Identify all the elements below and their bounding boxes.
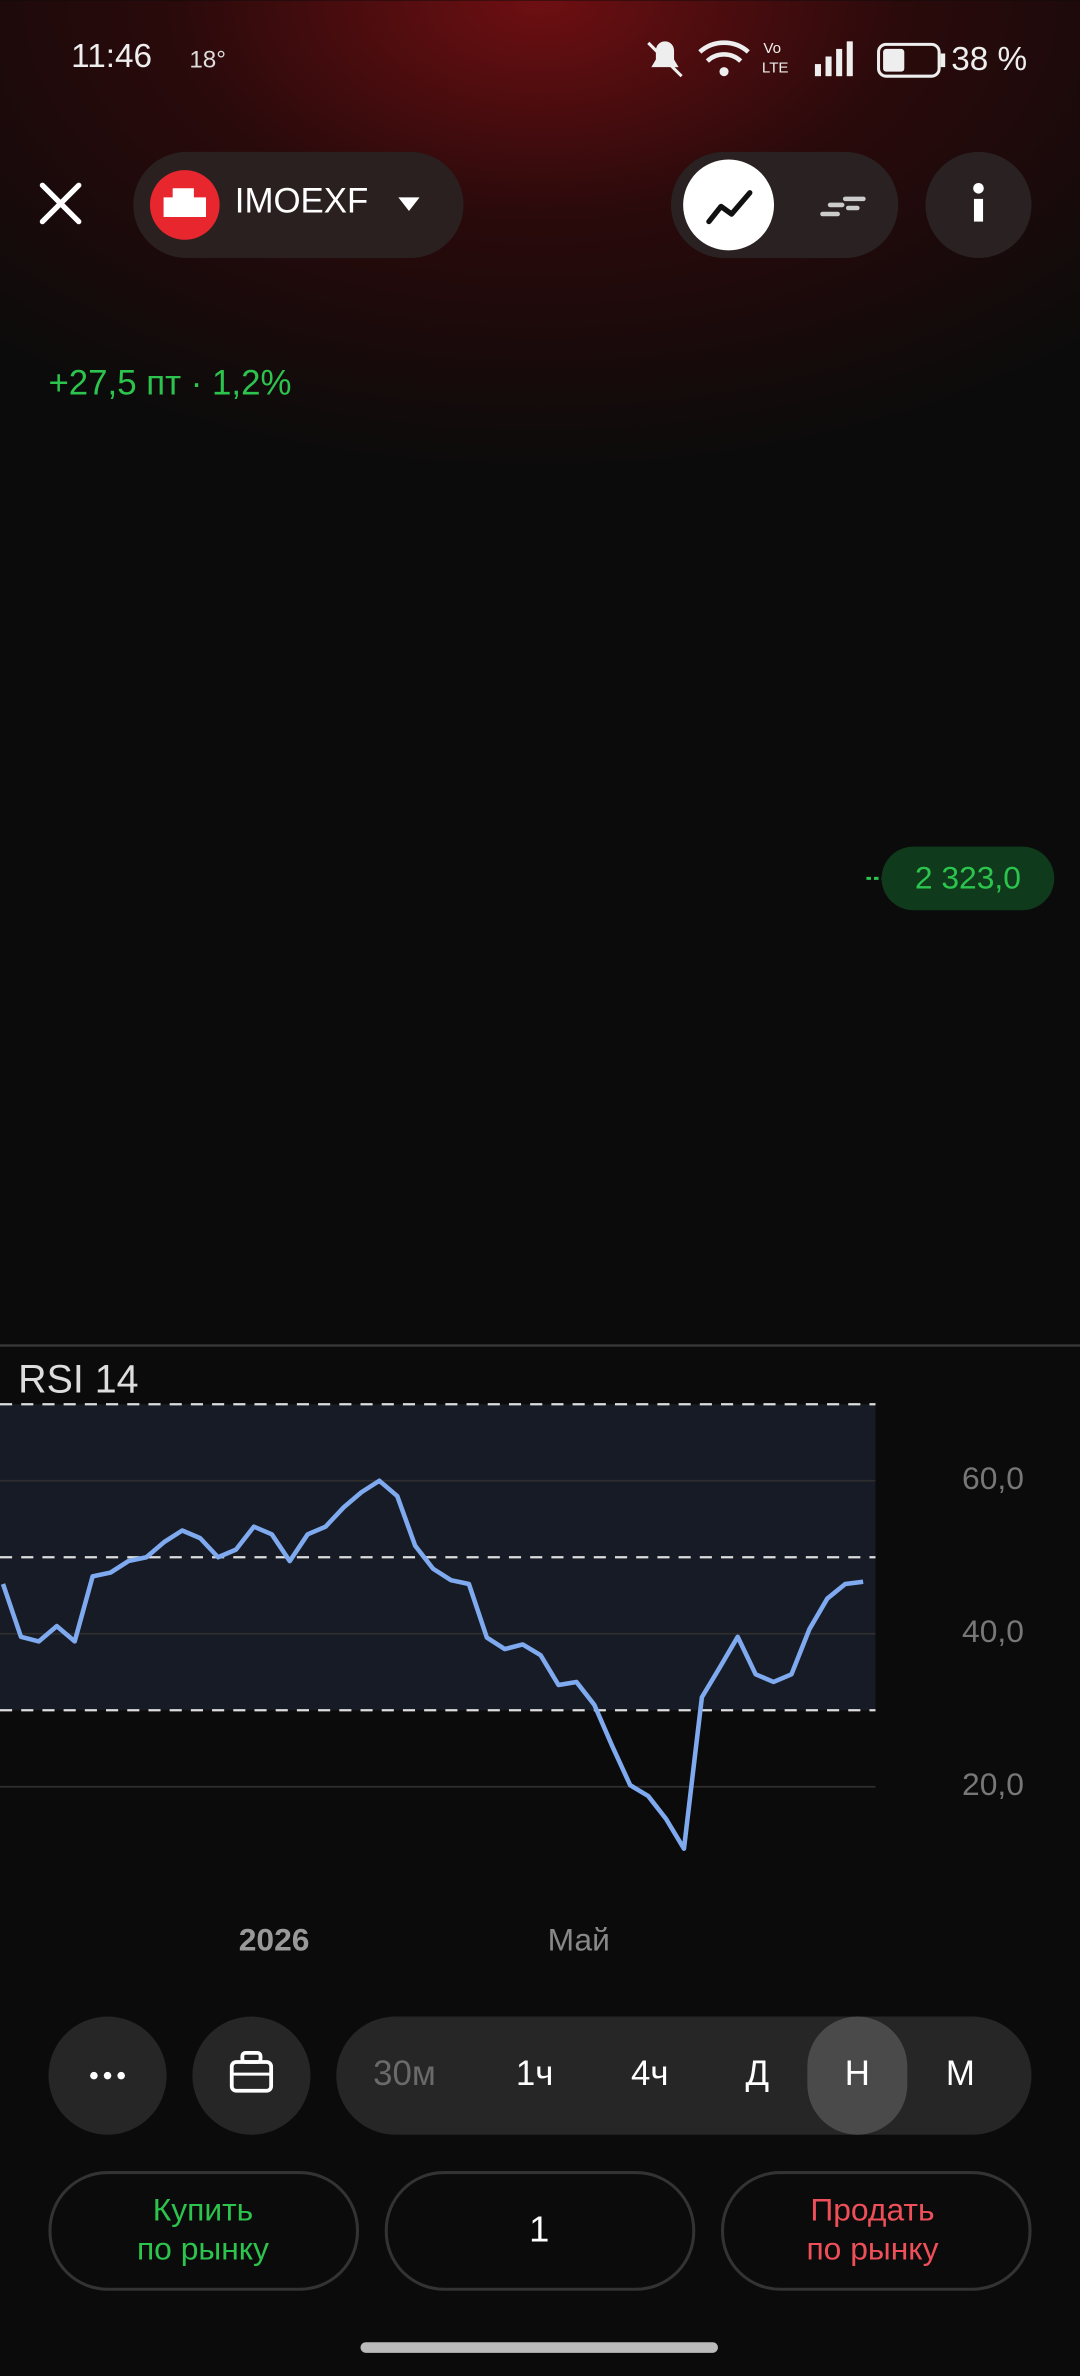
price-tag bbox=[881, 846, 1055, 911]
sell-label: по рынку bbox=[806, 2231, 938, 2267]
info-button[interactable] bbox=[925, 151, 1032, 258]
buy-label: Купить bbox=[153, 2191, 254, 2227]
sell-button[interactable]: Продать по рынку bbox=[721, 2171, 1032, 2291]
timeframe-option[interactable]: Д bbox=[746, 2054, 770, 2093]
x-labels: 2026МайС bbox=[239, 1922, 610, 1958]
ticker-name: IMOEXF bbox=[235, 182, 369, 221]
ticker-selector[interactable]: IMOEXF bbox=[133, 151, 464, 258]
x-tick-label: Май bbox=[548, 1922, 610, 1958]
ticker-logo-mark bbox=[163, 188, 207, 218]
timeframe-option[interactable]: 4ч bbox=[631, 2054, 669, 2093]
rsi-panel bbox=[0, 1403, 876, 1851]
dropdown-arrow bbox=[398, 197, 420, 212]
line-chart-button[interactable] bbox=[683, 159, 775, 251]
timeframe-selector: 30м 1ч 4ч Д Н М bbox=[373, 2016, 975, 2135]
axes: 2026МайС60,040,020,02 323,0 bbox=[239, 846, 1055, 1958]
timeframe-option[interactable]: 1ч bbox=[516, 2054, 554, 2093]
price-tag-label: 2 323,0 bbox=[915, 859, 1021, 895]
timeframe-bar bbox=[336, 2016, 1032, 2135]
more-button[interactable] bbox=[48, 2016, 167, 2135]
timeframe-option[interactable]: М bbox=[946, 2054, 975, 2093]
buy-button[interactable]: Купить по рынку bbox=[48, 2171, 359, 2291]
y-tick-label: 60,0 bbox=[962, 1460, 1024, 1496]
portfolio-button[interactable] bbox=[192, 2016, 311, 2135]
status-icons: Vo LTE bbox=[647, 40, 946, 78]
rsi-title: RSI 14 bbox=[18, 1357, 138, 1401]
temperature: 18° bbox=[189, 46, 226, 73]
y-tick-label: 20,0 bbox=[962, 1766, 1024, 1802]
y-tick-label: 40,0 bbox=[962, 1613, 1024, 1649]
background-glow bbox=[0, 0, 1080, 637]
x-tick-label: 2026 bbox=[239, 1922, 310, 1958]
battery-level: 38 % bbox=[951, 41, 1027, 78]
buy-label: по рынку bbox=[137, 2231, 269, 2267]
ticker-pill bbox=[133, 151, 464, 258]
rsi-line bbox=[0, 1478, 864, 1851]
home-indicator bbox=[360, 2342, 718, 2353]
sell-label: Продать bbox=[810, 2191, 934, 2227]
quantity: 1 bbox=[529, 2208, 549, 2249]
svg-text:LTE: LTE bbox=[762, 60, 789, 77]
timeframe-option[interactable]: 30м bbox=[373, 2054, 436, 2093]
clock: 11:46 bbox=[71, 38, 152, 75]
candle-chart-button[interactable] bbox=[820, 196, 866, 217]
timeframe-selected bbox=[807, 2016, 908, 2135]
close-button[interactable] bbox=[39, 182, 82, 225]
timeframe-option[interactable]: Н bbox=[845, 2054, 870, 2093]
quantity-field[interactable]: 1 bbox=[384, 2171, 696, 2291]
svg-text:Vo: Vo bbox=[763, 40, 781, 57]
change-label: +27,5 пт · 1,2% bbox=[48, 363, 291, 402]
